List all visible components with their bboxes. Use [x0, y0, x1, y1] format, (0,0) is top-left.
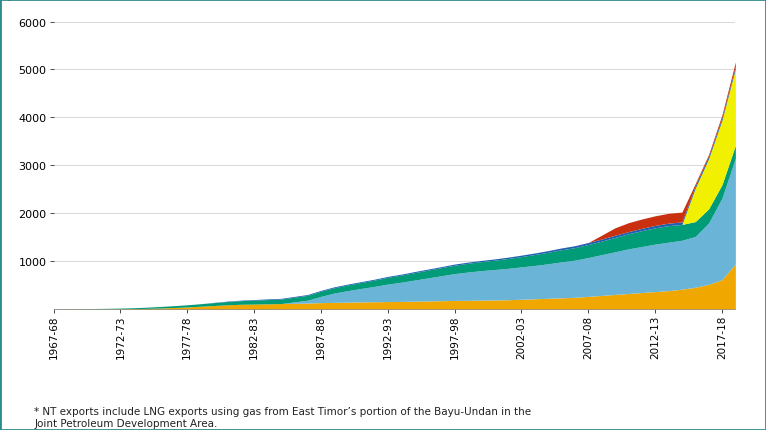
- Text: * NT exports include LNG exports using gas from East Timor’s portion of the Bayu: * NT exports include LNG exports using g…: [34, 406, 532, 428]
- Text: PJ: PJ: [2, 0, 12, 1]
